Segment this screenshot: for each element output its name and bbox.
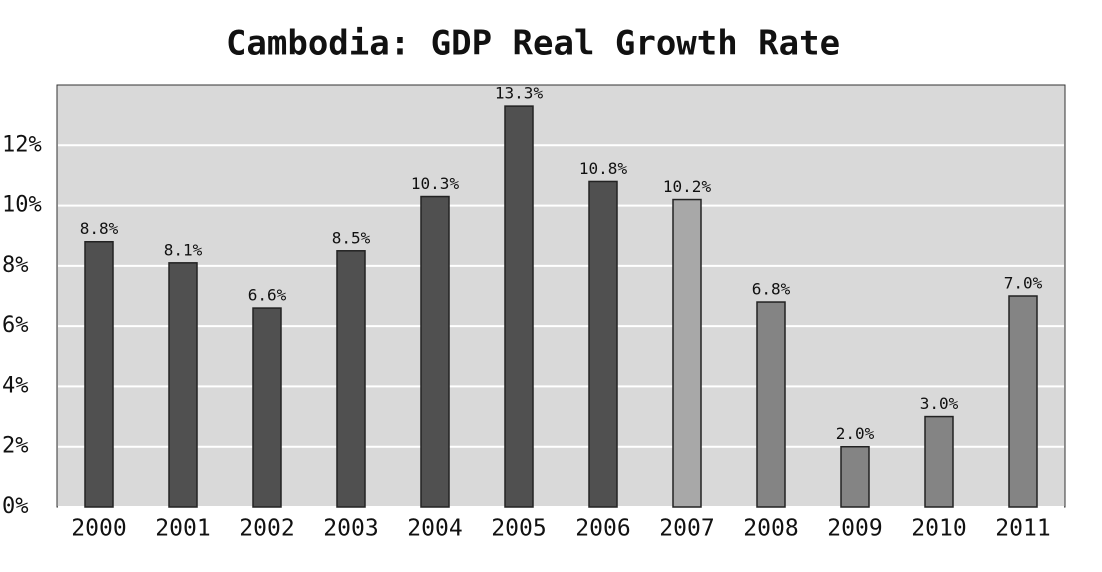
bar <box>924 415 954 508</box>
y-tick-label: 8% <box>2 253 29 278</box>
x-tick-label: 2003 <box>323 516 378 542</box>
data-label: 10.8% <box>579 159 628 178</box>
bar <box>336 250 366 508</box>
data-label: 6.6% <box>248 286 287 305</box>
bar <box>672 198 702 508</box>
y-tick-label: 0% <box>2 494 29 519</box>
x-tick-label: 2000 <box>71 516 126 542</box>
y-tick-label: 4% <box>2 373 29 398</box>
bar <box>168 262 198 508</box>
data-label: 10.3% <box>411 174 460 193</box>
x-tick-label: 2002 <box>239 516 294 542</box>
x-tick-label: 2001 <box>155 516 210 542</box>
chart-title: Cambodia: GDP Real Growth Rate <box>226 24 840 64</box>
bar <box>756 301 786 508</box>
bar <box>84 240 114 508</box>
x-tick-label: 2009 <box>827 516 882 542</box>
x-tick-label: 2011 <box>995 516 1050 542</box>
data-label: 2.0% <box>836 424 875 443</box>
plot-area <box>56 84 1066 508</box>
y-tick-label: 2% <box>2 434 29 459</box>
y-tick-label: 6% <box>2 313 29 338</box>
data-label: 8.8% <box>80 219 119 238</box>
x-tick-label: 2007 <box>659 516 714 542</box>
bar <box>420 195 450 508</box>
x-tick-label: 2004 <box>407 516 462 542</box>
y-tick-label: 12% <box>2 132 42 157</box>
data-label: 6.8% <box>752 280 791 299</box>
data-label: 3.0% <box>920 394 959 413</box>
data-label: 7.0% <box>1004 274 1043 293</box>
bar <box>840 445 870 508</box>
y-tick-label: 10% <box>2 193 42 218</box>
data-label: 13.3% <box>495 84 544 103</box>
x-tick-label: 2010 <box>911 516 966 542</box>
bar <box>1008 295 1038 508</box>
x-tick-label: 2008 <box>743 516 798 542</box>
bar <box>588 180 618 508</box>
data-label: 8.5% <box>332 228 371 247</box>
data-label: 10.2% <box>663 177 712 196</box>
bar <box>504 105 534 508</box>
data-label: 8.1% <box>164 240 203 259</box>
x-tick-label: 2006 <box>575 516 630 542</box>
x-tick-label: 2005 <box>491 516 546 542</box>
bar <box>252 307 282 508</box>
